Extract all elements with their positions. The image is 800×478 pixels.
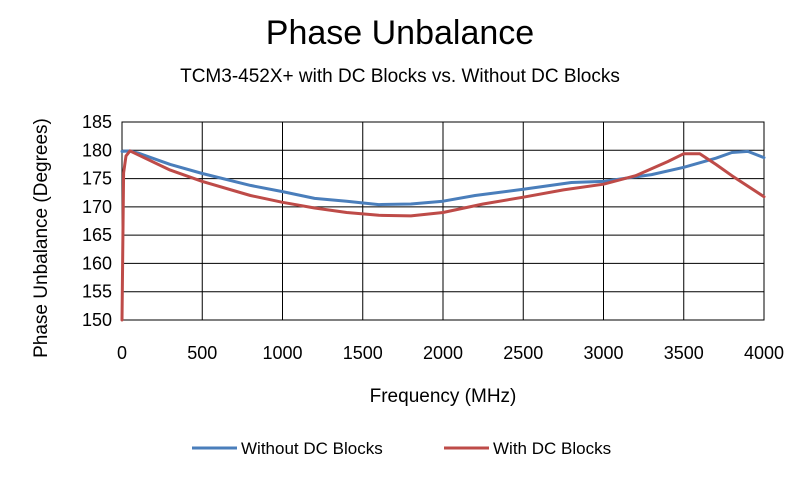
- x-tick-label: 500: [187, 343, 217, 363]
- x-tick-label: 1000: [262, 343, 302, 363]
- y-tick-label: 175: [82, 169, 112, 189]
- y-tick-labels: 150 155 160 165 170 175 180 185: [82, 112, 112, 330]
- y-tick-label: 155: [82, 282, 112, 302]
- x-tick-label: 0: [117, 343, 127, 363]
- y-tick-label: 185: [82, 112, 112, 132]
- x-tick-label: 1500: [343, 343, 383, 363]
- y-tick-label: 165: [82, 225, 112, 245]
- x-tick-label: 3000: [583, 343, 623, 363]
- y-tick-label: 150: [82, 310, 112, 330]
- x-axis-label: Frequency (MHz): [370, 386, 517, 407]
- chart-subtitle: TCM3-452X+ with DC Blocks vs. Without DC…: [180, 66, 620, 87]
- x-tick-label: 3500: [664, 343, 704, 363]
- y-tick-label: 160: [82, 253, 112, 273]
- x-tick-label: 4000: [744, 343, 784, 363]
- y-axis-label: Phase Unbalance (Degrees): [31, 118, 52, 358]
- grid: [121, 121, 765, 321]
- legend-label-2: With DC Blocks: [493, 439, 611, 458]
- chart-title: Phase Unbalance: [265, 14, 535, 52]
- series-line-2: [120, 149, 766, 322]
- series-lines: [120, 149, 766, 322]
- legend-label-1: Without DC Blocks: [241, 439, 383, 458]
- y-tick-label: 180: [82, 140, 112, 160]
- x-tick-labels: 0 500 1000 1500 2000 2500 3000 3500 4000: [117, 343, 784, 363]
- x-tick-label: 2500: [503, 343, 543, 363]
- x-tick-label: 2000: [423, 343, 463, 363]
- y-tick-label: 170: [82, 197, 112, 217]
- legend: Without DC Blocks With DC Blocks: [192, 439, 611, 458]
- series-line-1: [120, 149, 766, 207]
